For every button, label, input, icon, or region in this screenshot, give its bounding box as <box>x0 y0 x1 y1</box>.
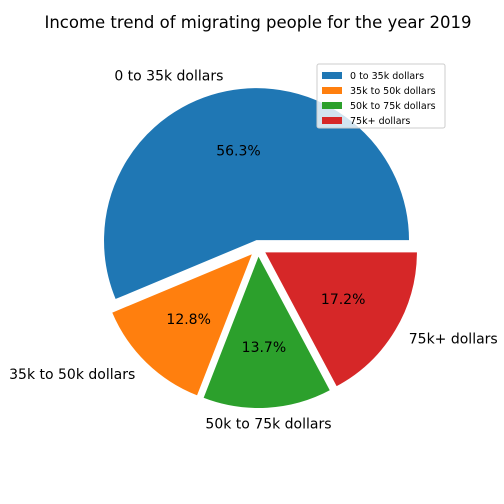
slice-label: 75k+ dollars <box>409 331 498 347</box>
slice-label: 35k to 50k dollars <box>9 367 135 383</box>
legend-entry: 75k+ dollars <box>350 116 410 127</box>
slice-label: 50k to 75k dollars <box>205 416 331 432</box>
slice-percent-label: 13.7% <box>242 340 286 356</box>
slice-label: 0 to 35k dollars <box>114 69 223 85</box>
legend-entry: 0 to 35k dollars <box>350 71 424 82</box>
legend-swatch <box>322 117 342 124</box>
legend-swatch <box>322 102 342 109</box>
legend: 0 to 35k dollars 35k to 50k dollars 50k to… <box>316 63 446 129</box>
pie-slice <box>110 252 254 397</box>
legend-box <box>316 63 446 129</box>
chart-title: Income trend of migrating people for the… <box>44 13 471 32</box>
pie-slice <box>103 87 411 301</box>
slice-percent-label: 12.8% <box>166 312 210 328</box>
slice-percent-label: 17.2% <box>321 292 365 308</box>
pie-slice <box>263 251 418 388</box>
legend-swatch <box>322 87 342 94</box>
legend-swatch <box>322 72 342 79</box>
pie-slices: 0 to 35k dollars 56.3% 35k to 50k dollars 1… <box>9 69 498 433</box>
pie-slice <box>202 254 332 409</box>
slice-percent-label: 56.3% <box>216 144 260 160</box>
legend-entry: 35k to 50k dollars <box>350 86 436 97</box>
legend-entry: 50k to 75k dollars <box>350 101 436 112</box>
